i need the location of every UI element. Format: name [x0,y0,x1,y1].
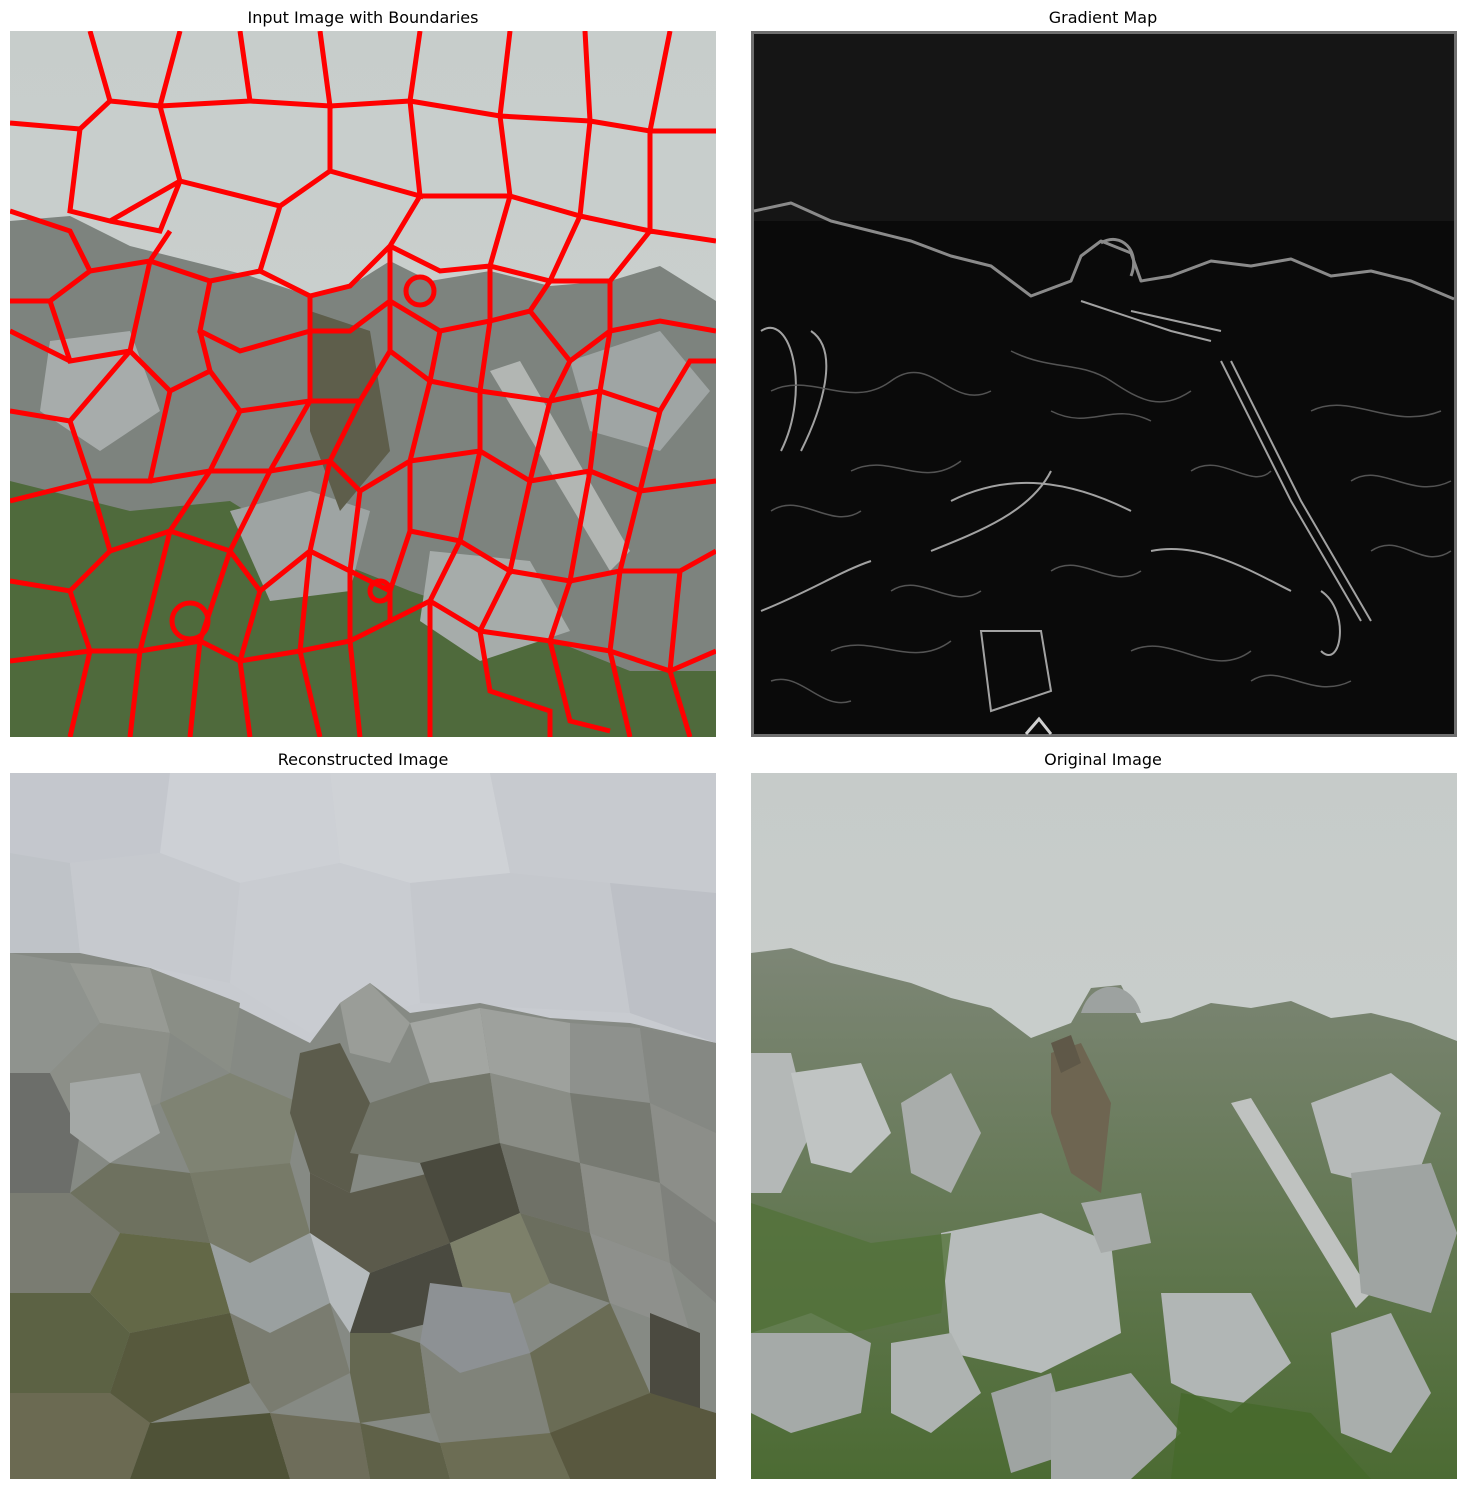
original-image [751,773,1457,1479]
panel-title-reconstructed: Reconstructed Image [277,750,449,769]
reconstructed-image [10,773,716,1479]
panel-title-boundaries: Input Image with Boundaries [247,8,479,27]
gradient-map-image [751,31,1457,737]
panel-title-gradient: Gradient Map [1048,8,1158,27]
panel-title-original: Original Image [1044,750,1162,769]
boundary-overlay-image [10,31,716,737]
